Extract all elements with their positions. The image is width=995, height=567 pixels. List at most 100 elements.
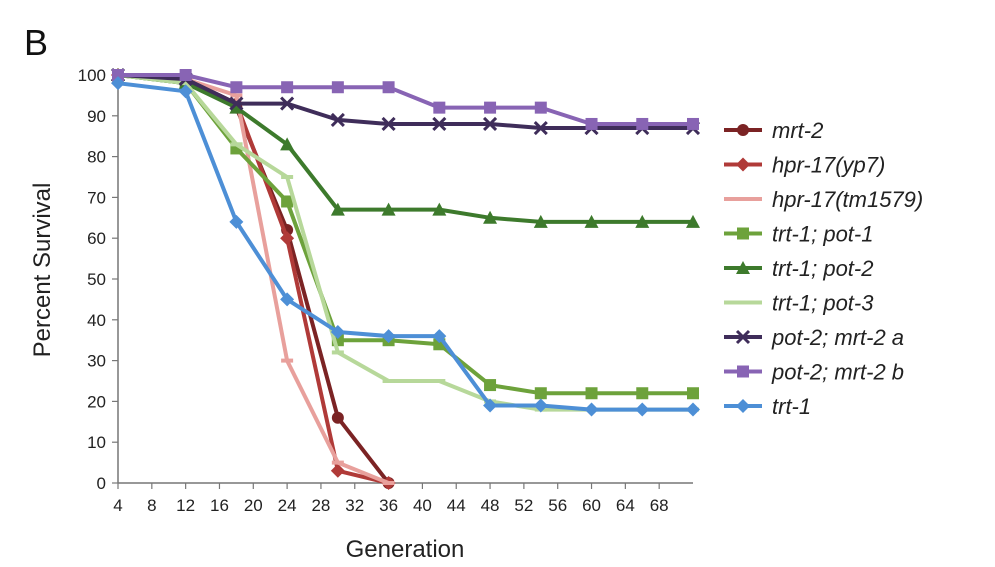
- data-point: [382, 379, 395, 383]
- legend-item: hpr-17(tm1579): [724, 187, 923, 212]
- data-point: [280, 231, 295, 246]
- data-point: [433, 379, 446, 383]
- x-tick-label: 64: [616, 496, 635, 515]
- y-tick-label: 60: [87, 229, 106, 248]
- data-point: [331, 350, 344, 355]
- legend: mrt-2 hpr-17(yp7) hpr-17(tm1579) trt-1; pot…: [724, 118, 923, 419]
- data-point: [331, 460, 344, 465]
- data-point: [584, 402, 599, 417]
- data-point: [281, 175, 294, 179]
- legend-label: trt-1; pot-2: [772, 256, 873, 281]
- legend-item: mrt-2: [724, 118, 823, 143]
- legend-label: trt-1: [772, 394, 811, 419]
- data-point: [330, 202, 345, 216]
- data-point: [280, 137, 295, 151]
- data-point: [432, 329, 447, 344]
- data-point: [585, 387, 598, 400]
- data-point: [636, 387, 649, 400]
- legend-item: hpr-17(yp7): [724, 153, 885, 178]
- series-pot-2-mrt-2-b: [112, 69, 699, 130]
- data-point: [484, 379, 497, 392]
- legend-label: pot-2; mrt-2 a: [771, 325, 904, 350]
- y-tick-label: 50: [87, 270, 106, 289]
- x-tick-label: 40: [413, 496, 432, 515]
- y-tick-label: 20: [87, 392, 106, 411]
- legend-label: trt-1; pot-1: [772, 222, 873, 247]
- data-point: [112, 69, 124, 81]
- data-point: [534, 101, 547, 114]
- series-line-pot-2-mrt-2-a: [117, 73, 693, 130]
- series-line-trt-1-pot-2: [117, 73, 693, 224]
- data-point: [281, 81, 294, 94]
- data-point: [281, 195, 294, 208]
- data-point: [432, 202, 447, 216]
- data-point: [382, 81, 395, 94]
- data-point: [111, 76, 125, 91]
- x-tick-label: 12: [176, 496, 195, 515]
- legend-marker: [737, 227, 749, 240]
- data-point: [330, 463, 345, 478]
- series-hpr-17-tm1579: [112, 73, 395, 485]
- data-point: [382, 481, 395, 485]
- legend-label: hpr-17(yp7): [772, 153, 885, 178]
- data-point: [433, 101, 446, 114]
- x-tick-label: 20: [244, 496, 263, 515]
- data-point: [534, 387, 547, 400]
- x-tick-label: 32: [345, 496, 364, 515]
- series-trt-1-pot-2: [111, 68, 700, 228]
- data-point: [280, 96, 295, 111]
- series-line-pot-2-mrt-2-b: [118, 73, 693, 126]
- data-point: [230, 81, 243, 94]
- data-point: [687, 387, 699, 400]
- x-tick-label: 48: [481, 496, 500, 515]
- data-point: [533, 398, 548, 413]
- legend-marker: [736, 399, 750, 413]
- x-tick-label: 24: [278, 496, 297, 515]
- data-point: [381, 202, 396, 216]
- data-point: [482, 116, 498, 132]
- data-point: [533, 214, 548, 228]
- legend-marker: [736, 261, 750, 274]
- data-point: [331, 411, 344, 424]
- data-point: [230, 142, 243, 147]
- data-point: [483, 210, 498, 224]
- data-point: [229, 96, 244, 111]
- series-line-trt-1-pot-1: [117, 73, 693, 396]
- data-point: [687, 117, 699, 130]
- legend-marker: [735, 329, 751, 345]
- data-point: [686, 214, 700, 228]
- legend-marker: [737, 197, 749, 201]
- y-tick-label: 90: [87, 107, 106, 126]
- x-tick-label: 8: [147, 496, 156, 515]
- series-hpr-17-yp7: [111, 68, 396, 490]
- x-tick-label: 68: [650, 496, 669, 515]
- data-point: [280, 292, 295, 307]
- legend-item: trt-1: [724, 394, 811, 419]
- series-line-hpr-17-yp7: [117, 73, 390, 485]
- y-tick-label: 30: [87, 352, 106, 371]
- legend-label: pot-2; mrt-2 b: [771, 360, 904, 385]
- data-point: [686, 402, 700, 417]
- panel-label: B: [24, 22, 48, 63]
- data-point: [636, 117, 649, 130]
- series-line-trt-1: [117, 81, 693, 412]
- data-point: [432, 116, 447, 132]
- series-trt-1: [111, 76, 700, 417]
- x-tick-label: 16: [210, 496, 229, 515]
- data-point: [229, 100, 244, 114]
- data-point: [381, 116, 396, 132]
- x-tick-label: 56: [548, 496, 567, 515]
- legend-marker: [737, 300, 749, 305]
- legend-item: trt-1; pot-2: [724, 256, 873, 281]
- y-tick-label: 0: [97, 474, 106, 493]
- data-point: [179, 81, 192, 86]
- series-layer: [110, 67, 701, 490]
- data-point: [229, 214, 244, 229]
- x-tick-label: 52: [514, 496, 533, 515]
- x-tick-label: 44: [447, 496, 466, 515]
- y-tick-label: 70: [87, 188, 106, 207]
- series-trt-1-pot-1: [112, 69, 699, 400]
- data-point: [330, 112, 345, 127]
- legend-item: pot-2; mrt-2 a: [724, 325, 904, 350]
